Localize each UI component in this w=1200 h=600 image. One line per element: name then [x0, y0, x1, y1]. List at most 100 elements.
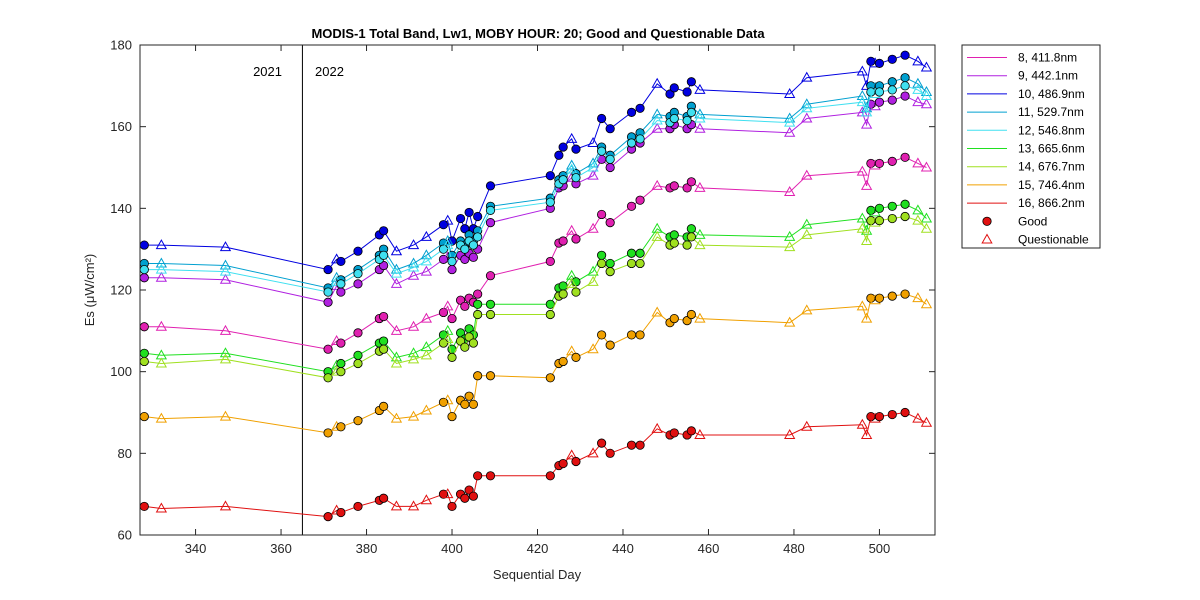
data-point-questionable	[694, 83, 706, 94]
data-point-questionable	[587, 343, 599, 354]
data-point-good	[571, 287, 581, 297]
data-point-questionable	[587, 136, 599, 147]
data-point-questionable	[442, 394, 454, 405]
data-point-good	[379, 401, 389, 411]
data-point-good	[485, 218, 496, 228]
legend-box	[961, 44, 1101, 249]
data-point-good	[447, 313, 457, 324]
x-tick-label: 500	[869, 541, 891, 556]
data-point-good	[605, 340, 615, 350]
data-point-good	[558, 236, 568, 246]
data-point-questionable	[651, 122, 663, 133]
data-point-questionable	[694, 428, 706, 439]
data-point-good	[336, 422, 346, 432]
data-point-good	[468, 252, 478, 262]
data-point-good	[473, 371, 483, 381]
data-point-questionable	[407, 320, 420, 331]
data-point-good	[597, 209, 607, 220]
data-point-good	[468, 240, 478, 250]
data-point-good	[353, 269, 363, 279]
plot-area	[139, 45, 933, 535]
data-point-questionable	[801, 98, 813, 109]
data-point-questionable	[566, 163, 578, 174]
legend: 8, 411.8nm 9, 442.1nm 10, 486.9nm 11, 529.7…	[961, 44, 1101, 249]
axis-ticks: 340 360 380 400 420 440 460 480 500 60 80 100 120 140…	[110, 38, 935, 556]
data-point-questionable	[912, 204, 924, 215]
data-point-questionable	[651, 108, 663, 119]
data-point-good	[597, 438, 607, 448]
data-point-questionable	[801, 420, 813, 431]
data-point-good	[379, 344, 389, 354]
data-point-questionable	[860, 428, 873, 439]
data-point-questionable	[420, 265, 433, 276]
legend-label: 14, 676.7nm	[1018, 160, 1085, 174]
data-point-good	[571, 352, 581, 362]
data-point-questionable	[420, 312, 433, 323]
data-point-good	[468, 399, 478, 409]
data-point-questionable	[442, 300, 454, 311]
data-point-good	[635, 103, 645, 113]
data-point-good	[874, 58, 885, 68]
data-point-questionable	[856, 222, 868, 233]
data-point-good	[323, 373, 333, 383]
data-point-questionable	[155, 257, 168, 268]
data-point-questionable	[566, 345, 578, 356]
data-point-good	[485, 271, 496, 281]
data-point-good	[558, 289, 568, 299]
data-point-good	[139, 264, 149, 275]
x-axis-label: Sequential Day	[493, 567, 582, 582]
legend-marker-questionable	[981, 233, 993, 244]
data-point-questionable	[856, 165, 868, 176]
data-point-questionable	[420, 230, 433, 241]
data-point-good	[139, 273, 149, 283]
legend-item: 16, 866.2nm	[967, 196, 1085, 210]
data-point-questionable	[420, 494, 433, 505]
data-point-questionable	[155, 271, 168, 282]
chart-title: MODIS-1 Total Band, Lw1, MOBY HOUR: 20; …	[311, 26, 765, 41]
data-point-questionable	[155, 263, 168, 274]
data-point-good	[139, 348, 149, 358]
data-point-good	[353, 416, 363, 426]
data-point-questionable	[219, 273, 232, 284]
data-point-good	[686, 107, 696, 117]
data-point-good	[900, 152, 910, 162]
data-point-good	[455, 213, 466, 224]
data-point-good	[887, 54, 897, 64]
data-point-questionable	[920, 61, 933, 72]
data-point-questionable	[694, 122, 706, 133]
data-point-good	[473, 309, 483, 320]
data-point-questionable	[801, 71, 813, 82]
y-tick-label: 120	[110, 283, 132, 298]
data-point-questionable	[219, 353, 232, 364]
data-point-questionable	[920, 161, 933, 172]
legend-item: 9, 442.1nm	[967, 69, 1078, 83]
data-point-questionable	[860, 118, 873, 129]
x-tick-label: 420	[527, 541, 549, 556]
data-point-good	[887, 213, 897, 224]
data-point-good	[473, 299, 483, 309]
data-point-questionable	[390, 324, 403, 335]
data-point-good	[686, 77, 696, 87]
x-tick-label: 480	[783, 541, 805, 556]
data-point-good	[605, 258, 615, 269]
data-point-good	[379, 226, 389, 236]
data-point-good	[874, 158, 885, 169]
data-point-good	[605, 267, 615, 277]
y-axis-label: Es (μW/cm²)	[82, 254, 97, 326]
data-point-questionable	[912, 292, 924, 303]
data-point-questionable	[442, 214, 454, 225]
data-point-good	[438, 220, 449, 230]
data-point-good	[336, 287, 346, 297]
data-point-questionable	[420, 249, 433, 260]
data-point-questionable	[860, 179, 873, 190]
data-point-good	[353, 350, 363, 360]
data-point-good	[900, 73, 910, 83]
data-point-questionable	[390, 277, 403, 288]
data-point-good	[635, 195, 645, 205]
data-point-good	[635, 258, 645, 269]
data-point-good	[545, 471, 555, 481]
data-point-questionable	[801, 112, 813, 123]
data-point-good	[460, 244, 470, 254]
data-point-good	[635, 248, 645, 258]
data-point-questionable	[694, 312, 706, 323]
